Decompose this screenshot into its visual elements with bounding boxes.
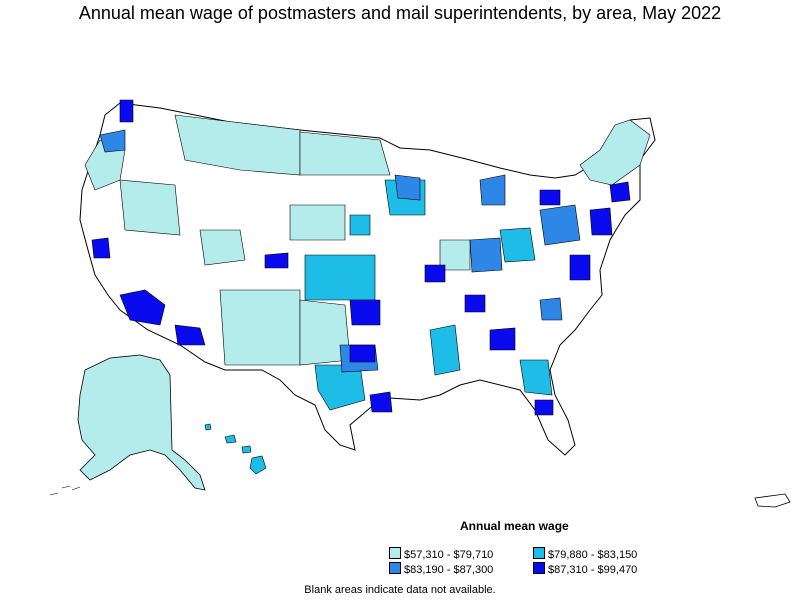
hawaii-area bbox=[204, 423, 267, 475]
legend-item-tier-4: $87,310 - $99,470 bbox=[533, 562, 637, 576]
legend-swatch bbox=[389, 547, 401, 559]
map-title: Annual mean wage of postmasters and mail… bbox=[78, 3, 722, 23]
legend-label: $79,880 - $83,150 bbox=[548, 549, 638, 561]
area-region bbox=[91, 237, 111, 259]
area-region bbox=[539, 189, 561, 206]
footnote: Blank areas indicate data not available. bbox=[304, 584, 496, 596]
area-region bbox=[499, 227, 536, 263]
area-region bbox=[569, 254, 591, 281]
area-region bbox=[609, 181, 631, 203]
area-region bbox=[439, 239, 471, 271]
area-region bbox=[174, 114, 301, 176]
area-region bbox=[349, 344, 376, 363]
wage-tier-1-areas bbox=[84, 114, 651, 366]
area-region bbox=[119, 289, 166, 326]
area-region bbox=[199, 229, 246, 266]
legend-label: $57,310 - $79,710 bbox=[404, 549, 494, 561]
area-region bbox=[349, 214, 371, 236]
area-region bbox=[219, 289, 301, 366]
legend-swatch bbox=[533, 547, 545, 559]
area-region bbox=[579, 119, 651, 186]
legend-label: $83,190 - $87,300 bbox=[404, 564, 494, 576]
area-region bbox=[424, 264, 446, 283]
wage-tier-4-areas bbox=[91, 99, 631, 416]
area-region bbox=[429, 324, 461, 376]
area-region bbox=[99, 129, 126, 153]
area-region bbox=[349, 299, 381, 326]
area-region bbox=[489, 327, 516, 351]
hawaii-island bbox=[224, 434, 237, 444]
alaska-area bbox=[77, 354, 206, 491]
area-region bbox=[264, 252, 289, 269]
hawaii-island bbox=[204, 423, 212, 431]
area-region bbox=[84, 139, 126, 191]
area-region bbox=[119, 179, 181, 236]
area-region bbox=[589, 207, 613, 236]
area-region bbox=[539, 297, 563, 321]
legend-item-tier-1: $57,310 - $79,710 bbox=[389, 547, 493, 561]
legend-swatch bbox=[533, 562, 545, 574]
legend-swatch bbox=[389, 562, 401, 574]
legend-title: Annual mean wage bbox=[460, 519, 569, 533]
area-region bbox=[119, 99, 134, 123]
area-region bbox=[519, 359, 553, 396]
puerto-rico-area bbox=[754, 493, 791, 508]
area-region bbox=[464, 294, 486, 313]
legend-item-tier-3: $83,190 - $87,300 bbox=[389, 562, 493, 576]
area-region bbox=[539, 204, 581, 246]
aleutian-islands bbox=[49, 485, 81, 496]
area-region bbox=[299, 131, 391, 176]
area-region bbox=[479, 174, 506, 206]
hawaii-island bbox=[249, 455, 267, 475]
area-region bbox=[534, 399, 554, 416]
legend-label: $87,310 - $99,470 bbox=[548, 564, 638, 576]
wage-tier-3-areas bbox=[99, 129, 581, 373]
hawaii-island bbox=[241, 445, 252, 454]
area-region bbox=[469, 237, 503, 273]
area-region bbox=[304, 254, 376, 301]
area-region bbox=[289, 204, 346, 241]
area-region bbox=[369, 391, 393, 413]
area-region bbox=[394, 174, 421, 201]
area-region bbox=[174, 324, 206, 346]
legend-item-tier-2: $79,880 - $83,150 bbox=[533, 547, 637, 561]
